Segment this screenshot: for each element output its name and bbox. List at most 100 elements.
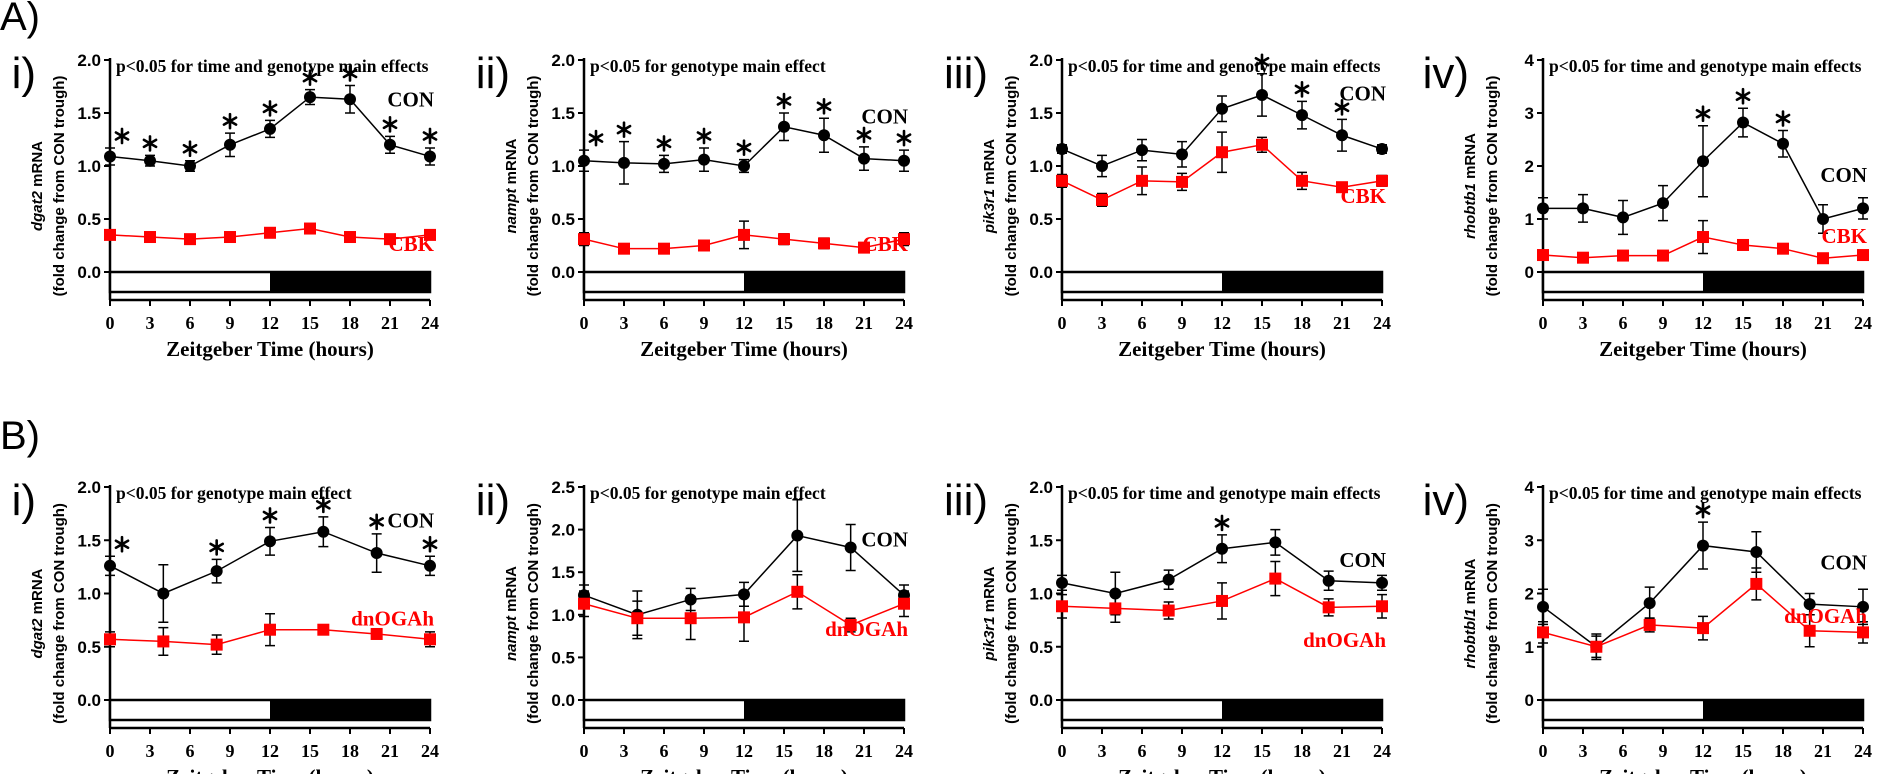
significance-asterisk-icon (1695, 105, 1711, 123)
x-tick-label: 15 (1734, 313, 1752, 333)
y-axis-label-line2: (fold change from CON trough) (1003, 503, 1020, 724)
x-tick-label: 15 (1253, 313, 1271, 333)
data-point-cbk (224, 231, 236, 244)
data-point-con (818, 129, 830, 142)
data-point-dnogah (210, 638, 223, 651)
x-tick-label: 9 (226, 741, 235, 761)
data-point-cbk (1657, 249, 1669, 262)
y-axis-label-suffix: mRNA (29, 141, 46, 191)
gene-name: pik3r1 (981, 616, 998, 661)
x-tick-label: 6 (1619, 313, 1628, 333)
chart-panel: ii) 0.0 0.5 1.0 1.5 2.0 0 3 6 9 12 15 18 21 24 Zeitgebe… (476, 49, 913, 361)
data-point-dnogah (104, 633, 116, 646)
data-point-con (1777, 137, 1789, 150)
significance-asterisk-icon (896, 129, 912, 147)
x-tick-label: 24 (895, 741, 913, 761)
data-point-dnogah (1537, 626, 1549, 639)
data-point-con (778, 120, 790, 133)
y-tick-label: 0 (1525, 263, 1534, 282)
y-tick-label: 1.5 (1029, 104, 1053, 123)
data-point-con (658, 157, 670, 170)
x-tick-label: 9 (1659, 741, 1668, 761)
data-point-dnogah (791, 585, 804, 598)
data-point-dnogah (424, 633, 436, 646)
significance-asterisk-icon (1334, 99, 1350, 116)
x-tick-label: 6 (186, 741, 195, 761)
legend-label-mutant: dnOGAh (1784, 604, 1867, 628)
y-axis-label: rhobtbl1 mRNA (1462, 558, 1479, 668)
panel-label: iii) (944, 476, 988, 525)
data-point-cbk (344, 231, 356, 244)
legend-label-mutant: CBK (1340, 184, 1386, 208)
data-point-cbk (1376, 174, 1388, 187)
data-point-cbk (1697, 231, 1709, 244)
data-point-con (370, 547, 383, 560)
x-tick-label: 0 (580, 741, 589, 761)
significance-asterisk-icon (302, 69, 318, 86)
data-point-con (1216, 102, 1228, 115)
x-tick-label: 12 (735, 741, 753, 761)
gene-name: dgat2 (29, 618, 46, 659)
y-tick-label: 2.0 (77, 478, 101, 497)
data-point-dnogah (1643, 618, 1656, 631)
data-point-con (264, 122, 276, 135)
y-tick-label: 1.5 (551, 104, 575, 123)
data-point-dnogah (1590, 640, 1603, 653)
legend-label-con: CON (1339, 81, 1386, 105)
data-point-con (224, 138, 236, 151)
legend-label-con: CON (1820, 163, 1867, 187)
significance-asterisk-icon (114, 535, 130, 553)
legend-label-mutant: CBK (1821, 224, 1867, 248)
legend-label-con: CON (1339, 548, 1386, 572)
significance-asterisk-icon (262, 100, 278, 117)
x-tick-label: 12 (1694, 741, 1712, 761)
data-point-cbk (304, 222, 316, 235)
y-axis-label-suffix: mRNA (981, 566, 998, 616)
x-tick-label: 12 (1213, 741, 1231, 761)
y-tick-label: 4 (1525, 478, 1535, 497)
data-point-con (344, 93, 356, 106)
data-point-cbk (1857, 249, 1869, 262)
data-point-con (384, 138, 396, 151)
y-tick-label: 1.0 (1029, 585, 1053, 604)
data-point-con (1697, 539, 1709, 552)
data-point-cbk (698, 239, 710, 252)
significance-asterisk-icon (422, 535, 438, 553)
data-point-con (317, 525, 330, 538)
significance-asterisk-icon (816, 98, 832, 115)
data-point-cbk (184, 233, 196, 246)
y-axis-label-line2: (fold change from CON trough) (525, 503, 542, 724)
y-tick-label: 0.0 (77, 691, 101, 710)
data-point-dnogah (264, 623, 276, 636)
x-tick-label: 15 (301, 313, 319, 333)
data-point-cbk (384, 233, 396, 246)
data-point-cbk (264, 226, 276, 239)
x-tick-label: 3 (1579, 313, 1588, 333)
dark-phase-bar (1222, 272, 1382, 292)
x-tick-label: 24 (1854, 313, 1872, 333)
y-tick-label: 4 (1525, 51, 1535, 70)
data-point-con (1296, 109, 1308, 122)
y-axis-label-suffix: mRNA (1462, 558, 1479, 608)
x-tick-label: 24 (895, 313, 913, 333)
panel-label: iii) (944, 49, 988, 98)
y-tick-label: 0.5 (551, 210, 575, 229)
data-point-con (144, 154, 156, 167)
data-point-con (1537, 600, 1549, 613)
y-tick-label: 2.0 (1029, 478, 1053, 497)
data-point-cbk (658, 242, 670, 255)
x-tick-label: 3 (620, 313, 629, 333)
significance-asterisk-icon (222, 112, 238, 130)
data-point-con (1643, 597, 1656, 610)
significance-asterisk-icon (1214, 514, 1230, 532)
gene-name: rhobtbl1 (1462, 609, 1479, 669)
significance-asterisk-icon (142, 135, 158, 152)
data-point-cbk (738, 228, 750, 241)
data-point-cbk (898, 233, 910, 246)
x-tick-label: 18 (815, 741, 833, 761)
x-tick-label: 3 (1098, 313, 1107, 333)
y-tick-label: 1.0 (551, 157, 575, 176)
significance-asterisk-icon (616, 121, 632, 138)
x-tick-label: 15 (301, 741, 319, 761)
x-tick-label: 18 (815, 313, 833, 333)
